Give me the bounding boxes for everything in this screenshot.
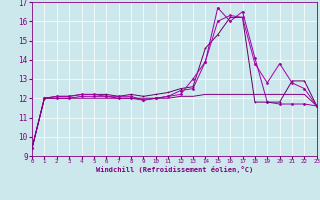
X-axis label: Windchill (Refroidissement éolien,°C): Windchill (Refroidissement éolien,°C)	[96, 166, 253, 173]
